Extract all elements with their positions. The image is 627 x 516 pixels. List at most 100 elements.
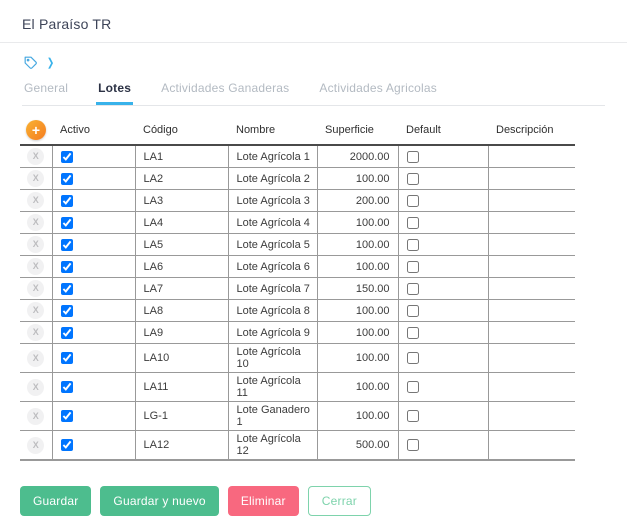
activo-checkbox[interactable] — [60, 238, 73, 251]
activo-checkbox[interactable] — [60, 282, 73, 295]
table-row: X LA4 Lote Agrícola 4 100.00 — [20, 211, 575, 234]
descripcion-cell — [487, 430, 575, 461]
delete-row-button[interactable]: X — [27, 236, 45, 253]
default-checkbox[interactable] — [406, 172, 419, 185]
activo-checkbox[interactable] — [60, 410, 73, 423]
activo-checkbox[interactable] — [60, 326, 73, 339]
delete-row-button[interactable]: X — [27, 148, 45, 165]
header-divider — [0, 42, 627, 43]
delete-row-button[interactable]: X — [27, 214, 45, 231]
footer-actions: Guardar Guardar y nuevo Eliminar Cerrar — [20, 486, 627, 516]
nombre-cell: Lote Agrícola 6 — [227, 255, 318, 278]
default-checkbox[interactable] — [406, 194, 419, 207]
activo-checkbox[interactable] — [60, 194, 73, 207]
default-checkbox[interactable] — [406, 304, 419, 317]
codigo-cell: LA1 — [134, 145, 229, 168]
codigo-cell: LG-1 — [134, 401, 229, 431]
default-checkbox[interactable] — [406, 260, 419, 273]
descripcion-cell — [487, 299, 575, 322]
nombre-cell: Lote Agrícola 10 — [227, 343, 318, 373]
activo-checkbox[interactable] — [60, 352, 73, 365]
table-row: X LA3 Lote Agrícola 3 200.00 — [20, 189, 575, 212]
delete-row-button[interactable]: X — [27, 258, 45, 275]
default-checkbox[interactable] — [406, 410, 419, 423]
tab-actividades-ganaderas[interactable]: Actividades Ganaderas — [161, 81, 290, 95]
activo-checkbox[interactable] — [60, 172, 73, 185]
delete-row-button[interactable]: X — [27, 170, 45, 187]
descripcion-cell — [487, 167, 575, 190]
descripcion-cell — [487, 401, 575, 431]
delete-row-button[interactable]: X — [27, 349, 45, 367]
column-header-superficie: Superficie — [317, 118, 398, 146]
delete-row-button[interactable]: X — [27, 280, 45, 297]
nombre-cell: Lote Ganadero 1 — [227, 401, 318, 431]
tab-lotes[interactable]: Lotes — [96, 75, 134, 105]
delete-row-button[interactable]: X — [27, 302, 45, 319]
default-checkbox[interactable] — [406, 381, 419, 394]
superficie-cell: 100.00 — [316, 299, 399, 322]
page-header: El Paraíso TR — [0, 0, 627, 42]
delete-row-button[interactable]: X — [27, 378, 45, 396]
add-row-button[interactable]: + — [26, 120, 46, 140]
guardar-y-nuevo-button[interactable]: Guardar y nuevo — [100, 486, 219, 516]
tag-icon[interactable] — [24, 56, 38, 70]
activo-checkbox[interactable] — [60, 381, 73, 394]
nombre-cell: Lote Agrícola 8 — [227, 299, 318, 322]
table-header-row: + Activo Código Nombre Superficie Defaul… — [20, 118, 575, 146]
superficie-cell: 2000.00 — [316, 145, 399, 168]
delete-row-button[interactable]: X — [27, 324, 45, 341]
activo-checkbox[interactable] — [60, 216, 73, 229]
activo-checkbox[interactable] — [60, 439, 73, 452]
nombre-cell: Lote Agrícola 4 — [227, 211, 318, 234]
descripcion-cell — [487, 189, 575, 212]
codigo-cell: LA9 — [134, 321, 229, 344]
codigo-cell: LA3 — [134, 189, 229, 212]
table-row: X LG-1 Lote Ganadero 1 100.00 — [20, 401, 575, 431]
page-title: El Paraíso TR — [22, 16, 112, 32]
nombre-cell: Lote Agrícola 2 — [227, 167, 318, 190]
superficie-cell: 100.00 — [316, 321, 399, 344]
descripcion-cell — [487, 233, 575, 256]
default-checkbox[interactable] — [406, 326, 419, 339]
codigo-cell: LA6 — [134, 255, 229, 278]
column-header-default: Default — [398, 118, 488, 146]
superficie-cell: 100.00 — [316, 167, 399, 190]
descripcion-cell — [487, 321, 575, 344]
descripcion-cell — [487, 372, 575, 402]
eliminar-button[interactable]: Eliminar — [227, 486, 299, 516]
codigo-cell: LA12 — [134, 430, 229, 461]
tab-actividades-agricolas[interactable]: Actividades Agricolas — [319, 81, 437, 95]
table-row: X LA10 Lote Agrícola 10 100.00 — [20, 343, 575, 373]
cerrar-button[interactable]: Cerrar — [307, 486, 371, 516]
superficie-cell: 100.00 — [316, 343, 399, 373]
delete-row-button[interactable]: X — [27, 436, 45, 454]
default-checkbox[interactable] — [406, 238, 419, 251]
activo-checkbox[interactable] — [60, 260, 73, 273]
superficie-cell: 100.00 — [316, 372, 399, 402]
activo-checkbox[interactable] — [60, 304, 73, 317]
table-row: X LA5 Lote Agrícola 5 100.00 — [20, 233, 575, 256]
codigo-cell: LA7 — [134, 277, 229, 300]
default-checkbox[interactable] — [406, 216, 419, 229]
superficie-cell: 200.00 — [316, 189, 399, 212]
superficie-cell: 100.00 — [316, 233, 399, 256]
nombre-cell: Lote Agrícola 5 — [227, 233, 318, 256]
chevron-right-icon: ❯ — [46, 56, 55, 69]
table-row: X LA6 Lote Agrícola 6 100.00 — [20, 255, 575, 278]
default-checkbox[interactable] — [406, 282, 419, 295]
delete-row-button[interactable]: X — [27, 407, 45, 425]
codigo-cell: LA4 — [134, 211, 229, 234]
guardar-button[interactable]: Guardar — [20, 486, 92, 516]
nombre-cell: Lote Agrícola 12 — [227, 430, 318, 461]
activo-checkbox[interactable] — [60, 150, 73, 163]
default-checkbox[interactable] — [406, 439, 419, 452]
table-row: X LA8 Lote Agrícola 8 100.00 — [20, 299, 575, 322]
table-row: X LA12 Lote Agrícola 12 500.00 — [20, 430, 575, 461]
default-checkbox[interactable] — [406, 150, 419, 163]
nombre-cell: Lote Agrícola 11 — [227, 372, 318, 402]
delete-row-button[interactable]: X — [27, 192, 45, 209]
tab-general[interactable]: General — [24, 81, 69, 95]
default-checkbox[interactable] — [406, 352, 419, 365]
column-header-codigo: Código — [135, 118, 228, 146]
tab-bar: General Lotes Actividades Ganaderas Acti… — [22, 75, 605, 106]
